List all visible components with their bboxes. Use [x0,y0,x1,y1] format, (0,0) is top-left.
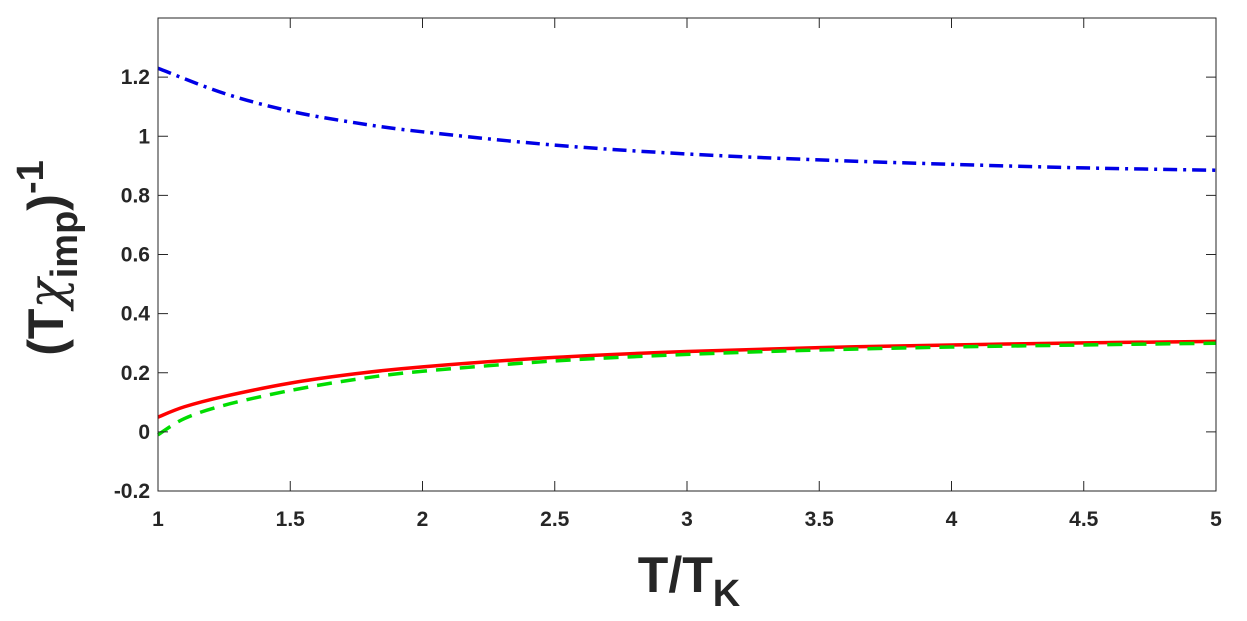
y-tick-label: 0.8 [121,184,151,207]
x-tick-label: 3 [681,508,693,531]
y-axis-label-subscript: imp [44,211,86,279]
y-axis-ticks: -0.2 0 0.2 0.4 0.6 0.8 1 1.2 [114,66,1216,503]
y-tick-label: 1 [138,125,150,148]
x-tick-label: 1.5 [276,508,306,531]
y-tick-label: 0.4 [121,303,151,326]
y-axis-label-open: (T [18,309,74,356]
x-tick-label: 4 [946,508,958,531]
x-axis-ticks: 1 1.5 2 2.5 3 3.5 4 4.5 5 [152,18,1222,531]
x-tick-label: 4.5 [1069,508,1099,531]
x-axis-label-main: T/T [638,547,713,603]
y-tick-label: 0.2 [121,362,150,385]
x-axis-label-subscript: K [713,573,741,615]
series-line-2 [157,339,1217,419]
x-tick-label: 3.5 [805,508,835,531]
y-axis-label-chi: χ [17,276,75,312]
y-axis-label-close: ) [18,194,74,211]
x-tick-label: 1 [152,508,164,531]
y-tick-label: 1.2 [121,66,150,89]
y-tick-label: 0.6 [121,244,150,267]
y-axis-label-superscript: -1 [10,160,52,194]
series-lines [157,66,1217,437]
x-tick-label: 2.5 [540,508,570,531]
x-tick-label: 5 [1210,508,1222,531]
y-axis-label: (Tχimp)-1 [10,160,86,356]
y-tick-label: -0.2 [114,480,150,503]
x-tick-label: 2 [417,508,429,531]
x-axis-label: T/TK [638,547,741,615]
series-line-3 [157,341,1217,437]
y-tick-label: 0 [138,421,150,444]
